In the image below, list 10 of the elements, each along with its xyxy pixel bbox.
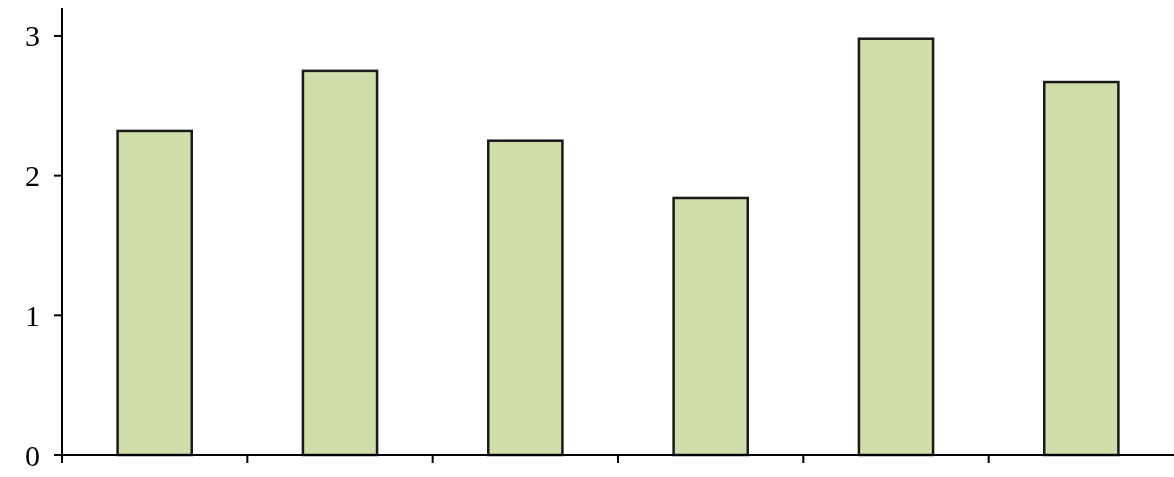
- y-tick-label: 1: [25, 298, 40, 332]
- bar: [301, 69, 379, 457]
- bar: [116, 129, 193, 457]
- y-tick-label: 2: [25, 159, 40, 193]
- bar: [1043, 80, 1120, 457]
- y-tick-label: 0: [25, 438, 40, 472]
- bar: [857, 37, 935, 457]
- y-tick-label: 3: [25, 19, 40, 53]
- bar: [487, 139, 564, 457]
- bar: [672, 196, 749, 457]
